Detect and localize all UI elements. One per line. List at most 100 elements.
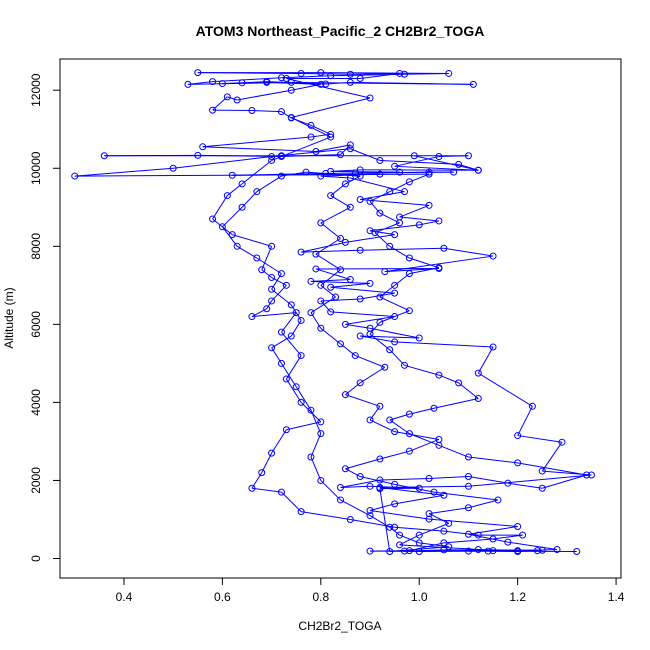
- series-segment: [281, 171, 307, 177]
- data-point: [248, 107, 256, 115]
- y-axis-label: Altitude (m): [2, 287, 16, 348]
- data-point: [218, 80, 226, 88]
- series-segment: [369, 515, 390, 528]
- data-point: [386, 346, 394, 354]
- series-segment: [443, 530, 479, 536]
- x-tick-label: 1.2: [509, 590, 526, 604]
- series-segment: [320, 222, 341, 239]
- data-point: [341, 465, 349, 473]
- series-segment: [345, 234, 395, 243]
- series-segment: [345, 316, 395, 325]
- y-tick-label: 4000: [29, 389, 43, 416]
- data-point: [445, 69, 453, 77]
- data-point: [307, 121, 315, 129]
- series-segment: [409, 267, 440, 275]
- series-segment: [197, 72, 302, 74]
- data-point: [277, 488, 285, 496]
- data-point: [287, 332, 295, 340]
- series-segment: [173, 156, 272, 169]
- data-point: [346, 70, 354, 78]
- data-point: [317, 69, 325, 77]
- data-point: [277, 328, 285, 336]
- data-point: [538, 484, 546, 492]
- data-point: [282, 75, 290, 83]
- series-segment: [379, 212, 400, 224]
- data-point: [381, 268, 389, 276]
- series-segment: [429, 518, 518, 527]
- data-point: [228, 231, 236, 239]
- data-point: [391, 313, 399, 321]
- series-segment: [320, 269, 341, 286]
- data-point: [356, 332, 364, 340]
- data-point: [268, 344, 276, 352]
- data-point: [317, 430, 325, 438]
- data-point: [341, 180, 349, 188]
- series-segment: [281, 491, 302, 513]
- series-segment: [394, 165, 479, 171]
- series-segment: [340, 499, 371, 517]
- series-segment: [419, 522, 449, 536]
- data-point: [297, 352, 305, 360]
- series-segment: [409, 439, 440, 452]
- series-segment: [399, 204, 430, 218]
- series-segment: [409, 433, 440, 446]
- series-segment: [399, 534, 420, 544]
- series-segment: [236, 245, 258, 259]
- data-point: [528, 402, 536, 410]
- series-segment: [350, 148, 381, 161]
- data-point: [391, 523, 399, 531]
- data-point: [346, 203, 354, 211]
- data-point: [405, 178, 413, 186]
- data-point: [391, 428, 399, 436]
- data-point: [317, 418, 325, 426]
- data-point: [376, 209, 384, 217]
- series-segment: [301, 511, 351, 520]
- series-segment: [394, 431, 440, 440]
- data-point: [327, 283, 335, 291]
- data-point: [312, 147, 320, 155]
- data-point: [277, 108, 285, 116]
- data-point: [455, 160, 463, 168]
- data-point: [415, 539, 423, 547]
- series-lines: [74, 72, 592, 552]
- data-point: [341, 320, 349, 328]
- data-point: [396, 541, 404, 549]
- data-point: [317, 219, 325, 227]
- y-tick-label: 12000: [29, 73, 43, 107]
- data-point: [391, 500, 399, 508]
- data-point: [307, 406, 315, 414]
- data-point: [268, 285, 276, 293]
- data-point: [425, 515, 433, 523]
- data-point: [277, 153, 285, 161]
- data-point: [233, 242, 241, 250]
- series-segment: [507, 482, 543, 489]
- data-point: [346, 78, 354, 86]
- series-segment: [310, 278, 351, 282]
- data-point: [337, 266, 344, 274]
- data-point: [376, 476, 384, 484]
- data-point: [415, 334, 423, 342]
- data-point: [268, 153, 276, 161]
- data-point: [425, 201, 433, 209]
- data-point: [386, 242, 394, 250]
- series-segment: [443, 538, 494, 544]
- data-point: [337, 340, 344, 348]
- series-segment: [389, 181, 410, 193]
- data-point: [519, 531, 527, 539]
- series-segment: [301, 72, 351, 75]
- data-point: [376, 293, 384, 301]
- series-segment: [315, 238, 341, 255]
- series-segment: [187, 81, 213, 85]
- series-segment: [478, 549, 538, 552]
- series-segment: [74, 173, 430, 177]
- data-point: [464, 152, 472, 160]
- series-segment: [286, 421, 321, 431]
- data-point: [366, 416, 374, 424]
- data-point: [307, 309, 315, 317]
- data-point: [514, 522, 522, 530]
- data-point: [464, 482, 472, 490]
- data-point: [238, 79, 246, 87]
- series-segment: [428, 513, 449, 524]
- series-segment: [261, 246, 273, 270]
- data-point: [366, 94, 374, 102]
